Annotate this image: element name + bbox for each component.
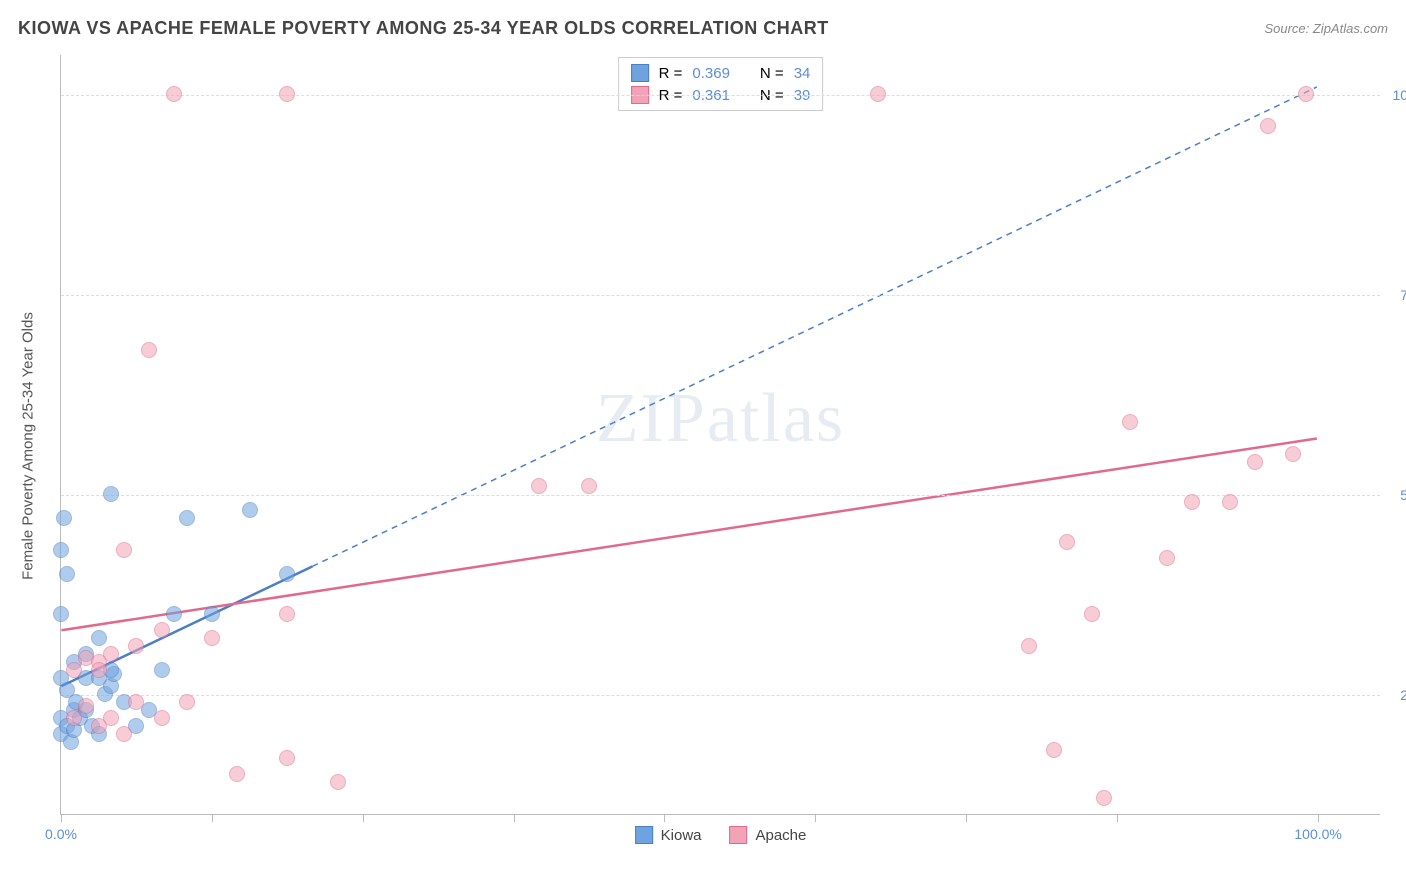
data-point	[154, 622, 170, 638]
data-point	[116, 542, 132, 558]
data-point	[279, 86, 295, 102]
y-tick-label: 75.0%	[1400, 287, 1406, 303]
data-point	[53, 542, 69, 558]
data-point	[1059, 534, 1075, 550]
x-tick	[966, 814, 967, 822]
chart-title: KIOWA VS APACHE FEMALE POVERTY AMONG 25-…	[18, 18, 829, 39]
data-point	[581, 478, 597, 494]
gridline	[61, 695, 1380, 696]
data-point	[1260, 118, 1276, 134]
x-tick	[212, 814, 213, 822]
source-label: Source: ZipAtlas.com	[1264, 21, 1388, 36]
x-tick	[363, 814, 364, 822]
data-point	[66, 662, 82, 678]
x-tick	[1117, 814, 1118, 822]
watermark: ZIPatlas	[596, 379, 845, 459]
legend-r-label: R =	[659, 65, 683, 82]
data-point	[229, 766, 245, 782]
legend-series-name: Kiowa	[661, 827, 702, 844]
x-tick	[664, 814, 665, 822]
data-point	[166, 86, 182, 102]
data-point	[279, 750, 295, 766]
y-tick-label: 50.0%	[1400, 487, 1406, 503]
data-point	[128, 694, 144, 710]
data-point	[179, 694, 195, 710]
data-point	[91, 630, 107, 646]
data-point	[1084, 606, 1100, 622]
x-tick-label: 0.0%	[45, 826, 77, 842]
data-point	[1021, 638, 1037, 654]
data-point	[204, 630, 220, 646]
legend-swatch	[631, 64, 649, 82]
legend-stat-row: R = 0.369 N = 34	[631, 62, 811, 84]
plot-area: ZIPatlas R =0.369N =34R =0.361N =39 Kiow…	[60, 55, 1380, 815]
y-axis-title: Female Poverty Among 25-34 Year Olds	[20, 312, 37, 580]
data-point	[1184, 494, 1200, 510]
trend-line	[61, 438, 1316, 630]
data-point	[179, 510, 195, 526]
data-point	[279, 566, 295, 582]
y-tick-label: 25.0%	[1400, 687, 1406, 703]
data-point	[53, 606, 69, 622]
x-tick	[815, 814, 816, 822]
data-point	[279, 606, 295, 622]
gridline	[61, 295, 1380, 296]
gridline	[61, 95, 1380, 96]
data-point	[154, 710, 170, 726]
trend-lines	[61, 55, 1380, 814]
gridline	[61, 495, 1380, 496]
data-point	[1247, 454, 1263, 470]
data-point	[154, 662, 170, 678]
data-point	[103, 646, 119, 662]
data-point	[141, 342, 157, 358]
data-point	[56, 510, 72, 526]
x-tick-label: 100.0%	[1294, 826, 1341, 842]
data-point	[1096, 790, 1112, 806]
legend-item: Kiowa	[635, 826, 702, 844]
data-point	[66, 710, 82, 726]
data-point	[166, 606, 182, 622]
data-point	[870, 86, 886, 102]
data-point	[1298, 86, 1314, 102]
legend-n-value: 34	[794, 65, 811, 82]
data-point	[1222, 494, 1238, 510]
legend-swatch	[635, 826, 653, 844]
data-point	[103, 710, 119, 726]
y-tick-label: 100.0%	[1393, 87, 1406, 103]
data-point	[116, 726, 132, 742]
data-point	[531, 478, 547, 494]
x-tick	[514, 814, 515, 822]
x-tick	[1318, 814, 1319, 822]
data-point	[1159, 550, 1175, 566]
data-point	[103, 486, 119, 502]
legend-series: Kiowa Apache	[635, 826, 807, 844]
data-point	[204, 606, 220, 622]
data-point	[330, 774, 346, 790]
legend-item: Apache	[729, 826, 806, 844]
legend-r-value: 0.369	[692, 65, 730, 82]
data-point	[1285, 446, 1301, 462]
data-point	[1046, 742, 1062, 758]
x-tick	[61, 814, 62, 822]
data-point	[78, 698, 94, 714]
legend-stats: R =0.369N =34R =0.361N =39	[618, 57, 824, 111]
data-point	[242, 502, 258, 518]
data-point	[128, 638, 144, 654]
legend-n-label: N =	[760, 65, 784, 82]
legend-series-name: Apache	[755, 827, 806, 844]
data-point	[91, 662, 107, 678]
data-point	[1122, 414, 1138, 430]
legend-swatch	[729, 826, 747, 844]
data-point	[59, 566, 75, 582]
